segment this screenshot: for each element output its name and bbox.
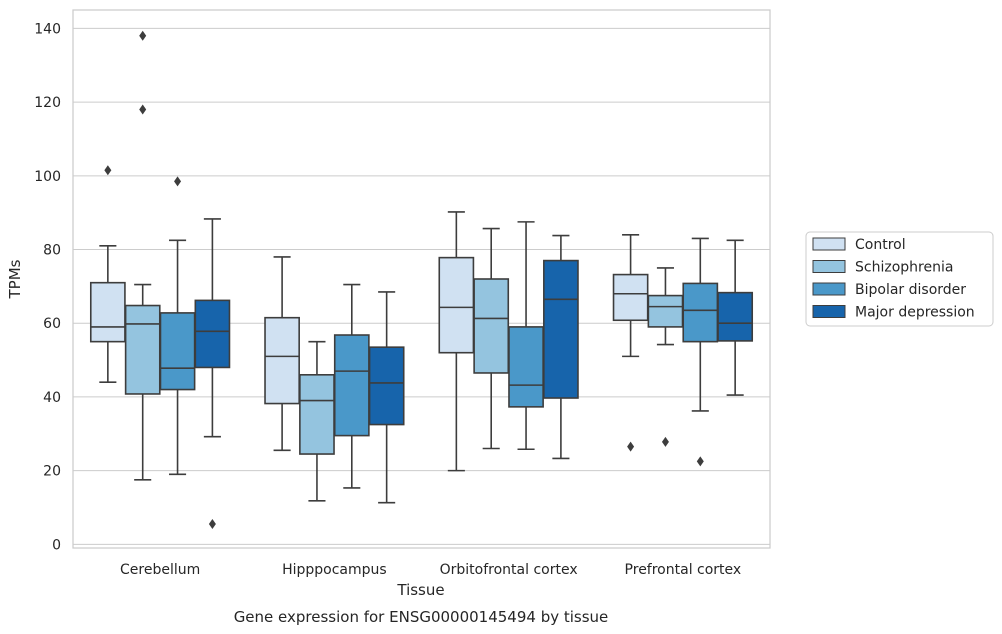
box-major-depression — [368, 291, 405, 504]
legend-label: Major depression — [855, 305, 975, 321]
box-major-depression — [543, 234, 579, 460]
x-tick-label: Prefrontal cortex — [625, 562, 742, 578]
y-tick-label: 140 — [34, 21, 61, 37]
box-schizophrenia — [473, 227, 510, 450]
box-body — [543, 259, 579, 399]
outlier-point — [208, 519, 216, 530]
outlier-point — [104, 165, 112, 176]
y-tick-label: 80 — [43, 243, 61, 259]
y-tick-label: 100 — [34, 169, 61, 185]
outlier-point — [139, 104, 147, 115]
legend-swatch — [812, 282, 846, 296]
x-axis-label: Tissue — [396, 581, 444, 599]
box-body — [717, 291, 754, 342]
legend-box — [805, 231, 994, 327]
box-body — [299, 374, 335, 455]
box-bipolar-disorder — [508, 221, 544, 451]
x-tick-label: Orbitofrontal cortex — [440, 562, 578, 578]
box-body — [682, 282, 719, 343]
box-body — [159, 312, 196, 391]
box-body — [368, 346, 405, 426]
box-body — [473, 278, 510, 374]
legend-label: Bipolar disorder — [855, 282, 966, 298]
y-tick-label: 40 — [43, 390, 61, 406]
box-body — [124, 304, 161, 395]
box-bipolar-disorder — [333, 283, 370, 489]
y-tick-label: 20 — [43, 464, 61, 480]
box-body — [194, 299, 231, 369]
box-major-depression — [194, 218, 231, 530]
x-axis-ticks: Cerebellum Hipppocampus Orbitofrontal cort… — [120, 562, 741, 578]
y-tick-label: 0 — [52, 537, 61, 553]
box-body — [89, 281, 126, 343]
outlier-point — [661, 436, 669, 447]
box-major-depression — [717, 239, 754, 396]
legend: Control Schizophrenia Bipolar disorder Majo… — [805, 231, 994, 327]
box-schizophrenia — [124, 30, 161, 481]
y-tick-label: 120 — [34, 95, 61, 111]
box-schizophrenia — [647, 267, 684, 447]
plot-area — [89, 30, 754, 530]
legend-swatch — [812, 260, 846, 273]
legend-swatch — [812, 305, 846, 318]
box-control — [438, 211, 475, 472]
box-body — [438, 256, 475, 354]
legend-label: Control — [855, 237, 906, 253]
chart-caption: Gene expression for ENSG00000145494 by t… — [234, 608, 609, 626]
x-tick-label: Cerebellum — [120, 562, 200, 578]
outlier-point — [139, 30, 147, 41]
outlier-point — [627, 441, 635, 452]
outlier-point — [696, 456, 704, 467]
y-tick-label: 60 — [43, 316, 61, 332]
box-body — [333, 334, 370, 437]
box-schizophrenia — [299, 340, 335, 502]
outlier-point — [174, 176, 182, 187]
y-axis-ticks: 0 20 40 60 80 100 120 140 — [34, 21, 61, 553]
x-tick-label: Hipppocampus — [282, 562, 387, 578]
legend-label: Schizophrenia — [855, 260, 953, 276]
box-bipolar-disorder — [682, 237, 719, 467]
box-control — [612, 233, 649, 452]
box-body — [647, 294, 684, 328]
box-control — [89, 165, 126, 383]
box-body — [264, 316, 300, 405]
axes-frame — [72, 9, 771, 549]
box-control — [264, 256, 300, 452]
box-bipolar-disorder — [159, 176, 196, 476]
box-body — [508, 326, 544, 408]
y-axis-label: TPMs — [6, 259, 24, 299]
box-body — [612, 273, 649, 322]
legend-swatch — [812, 237, 846, 251]
